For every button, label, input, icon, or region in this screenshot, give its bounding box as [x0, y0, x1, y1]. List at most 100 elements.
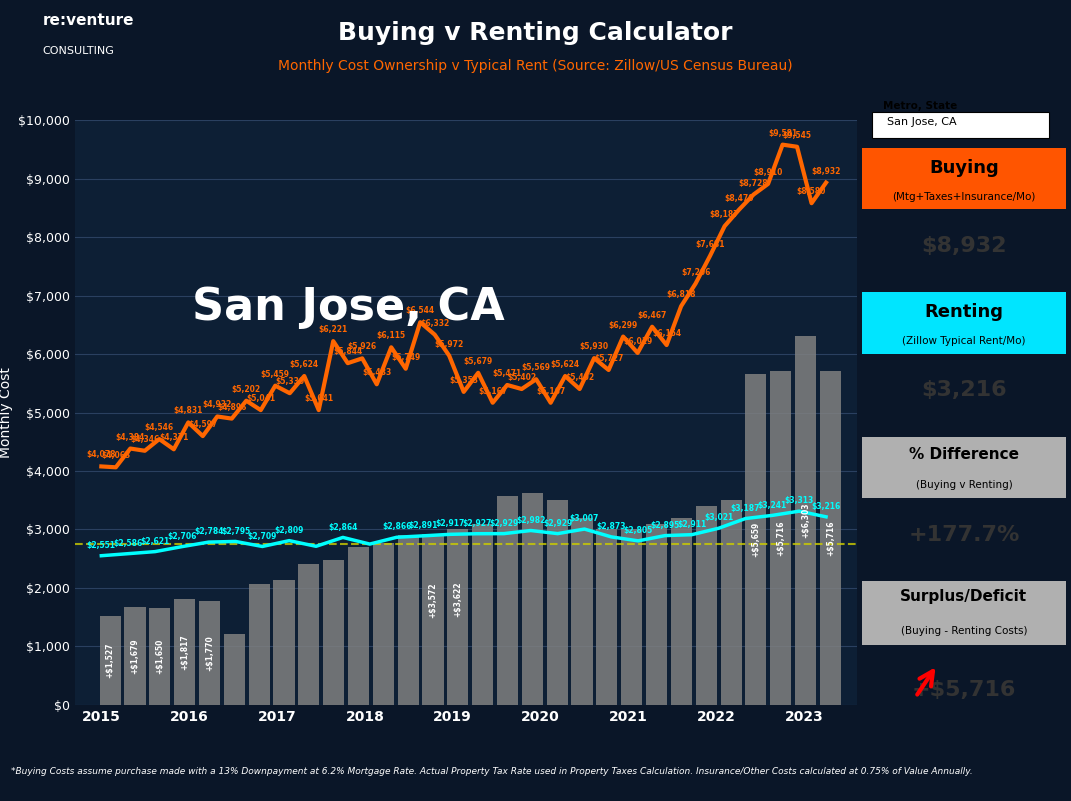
Text: $3,313: $3,313: [785, 497, 814, 505]
Text: $5,402: $5,402: [507, 373, 537, 382]
Text: $5,041: $5,041: [304, 394, 333, 403]
Text: $2,805: $2,805: [623, 526, 653, 535]
Text: $6,544: $6,544: [406, 306, 435, 316]
Bar: [522, 493, 543, 705]
Text: $5,353: $5,353: [449, 376, 478, 384]
Text: $8,728: $8,728: [739, 179, 768, 187]
Text: $4,896: $4,896: [217, 403, 246, 412]
Text: CONSULTING: CONSULTING: [43, 46, 115, 56]
Bar: [472, 524, 494, 705]
Text: +$1,770: +$1,770: [205, 635, 214, 671]
Text: (Zillow Typical Rent/Mo): (Zillow Typical Rent/Mo): [902, 336, 1026, 346]
Text: $4,597: $4,597: [188, 420, 217, 429]
Text: $5,749: $5,749: [391, 352, 420, 362]
Text: re:venture: re:venture: [43, 13, 134, 27]
Text: $8,910: $8,910: [753, 168, 783, 177]
Text: $2,864: $2,864: [328, 522, 358, 532]
Text: $2,917: $2,917: [436, 520, 465, 529]
Text: % Difference: % Difference: [909, 448, 1019, 462]
Text: $5,844: $5,844: [333, 347, 362, 356]
Text: $4,063: $4,063: [101, 451, 131, 461]
Y-axis label: Monthly Cost: Monthly Cost: [0, 367, 13, 458]
Text: $6,818: $6,818: [666, 290, 696, 300]
Text: $4,384: $4,384: [116, 433, 145, 441]
Text: $2,795: $2,795: [221, 526, 251, 536]
Text: $2,809: $2,809: [274, 525, 304, 535]
Text: $9,581: $9,581: [768, 129, 797, 138]
Text: $8,470: $8,470: [724, 194, 754, 203]
Text: Surplus/Deficit: Surplus/Deficit: [901, 589, 1027, 604]
Text: +$5,716: +$5,716: [776, 520, 785, 556]
Text: $5,679: $5,679: [464, 356, 493, 366]
Bar: [100, 616, 121, 705]
Text: $2,706: $2,706: [167, 532, 197, 541]
Text: Buying v Renting Calculator: Buying v Renting Calculator: [338, 21, 733, 45]
Text: $2,621: $2,621: [140, 537, 169, 545]
Text: $5,727: $5,727: [594, 354, 623, 363]
Text: $2,709: $2,709: [247, 532, 277, 541]
Text: $8,187: $8,187: [710, 210, 739, 219]
Text: $3,007: $3,007: [570, 514, 599, 523]
Text: $2,929: $2,929: [489, 519, 518, 528]
Text: Renting: Renting: [924, 304, 1004, 321]
Bar: [149, 609, 170, 705]
Text: $5,471: $5,471: [493, 369, 522, 378]
Text: $9,545: $9,545: [783, 131, 812, 139]
Text: $6,467: $6,467: [637, 311, 667, 320]
Bar: [248, 584, 270, 705]
Text: $4,831: $4,831: [174, 406, 203, 416]
Bar: [448, 529, 468, 705]
Bar: [497, 496, 518, 705]
Bar: [770, 371, 791, 705]
Bar: [572, 517, 592, 705]
Text: $5,330: $5,330: [275, 377, 304, 386]
Text: $2,866: $2,866: [382, 522, 411, 531]
Text: $4,346: $4,346: [131, 435, 160, 444]
Bar: [273, 580, 295, 705]
Text: $3,216: $3,216: [812, 502, 841, 511]
Text: $5,167: $5,167: [536, 387, 565, 396]
Bar: [323, 561, 344, 705]
Bar: [546, 500, 568, 705]
Text: +$6,303: +$6,303: [801, 503, 810, 538]
Text: $5,569: $5,569: [522, 363, 550, 372]
Text: San Jose, CA: San Jose, CA: [887, 117, 956, 127]
Text: $8,580: $8,580: [797, 187, 826, 196]
Bar: [397, 535, 419, 705]
Text: $3,241: $3,241: [758, 501, 787, 509]
Text: +$3,622: +$3,622: [453, 582, 463, 617]
Text: Monthly Cost Ownership v Typical Rent (Source: Zillow/US Census Bureau): Monthly Cost Ownership v Typical Rent (S…: [278, 59, 793, 73]
Text: $3,021: $3,021: [704, 513, 734, 522]
Text: $5,926: $5,926: [348, 342, 377, 352]
Text: $5,459: $5,459: [260, 369, 290, 379]
Text: $7,681: $7,681: [695, 239, 725, 249]
Bar: [795, 336, 816, 705]
Bar: [298, 564, 319, 705]
Bar: [862, 292, 1066, 354]
Bar: [597, 529, 618, 705]
Bar: [621, 529, 643, 705]
Text: $5,167: $5,167: [478, 387, 508, 396]
Text: (Mtg+Taxes+Insurance/Mo): (Mtg+Taxes+Insurance/Mo): [892, 191, 1036, 202]
Bar: [670, 517, 692, 705]
Text: $5,202: $5,202: [231, 384, 261, 393]
Text: $2,911: $2,911: [677, 520, 707, 529]
Text: $3,216: $3,216: [921, 380, 1007, 400]
Text: +$1,527: +$1,527: [106, 642, 115, 678]
Text: *Buying Costs assume purchase made with a 13% Downpayment at 6.2% Mortgage Rate.: *Buying Costs assume purchase made with …: [11, 767, 972, 776]
Text: +$1,650: +$1,650: [155, 639, 164, 674]
Bar: [646, 524, 667, 705]
Text: $5,624: $5,624: [289, 360, 319, 369]
Text: $4,546: $4,546: [145, 423, 174, 432]
Text: $2,927: $2,927: [463, 519, 492, 528]
Bar: [224, 634, 245, 705]
Text: +$1,817: +$1,817: [180, 634, 190, 670]
Text: $6,221: $6,221: [318, 325, 348, 334]
Text: +$5,659: +$5,659: [752, 521, 760, 557]
Text: $6,019: $6,019: [623, 337, 652, 346]
Text: $2,982: $2,982: [516, 516, 545, 525]
Text: $2,586: $2,586: [114, 539, 142, 548]
Text: Metro, State: Metro, State: [883, 101, 956, 111]
Text: +$5,716: +$5,716: [826, 520, 835, 556]
Bar: [175, 598, 195, 705]
